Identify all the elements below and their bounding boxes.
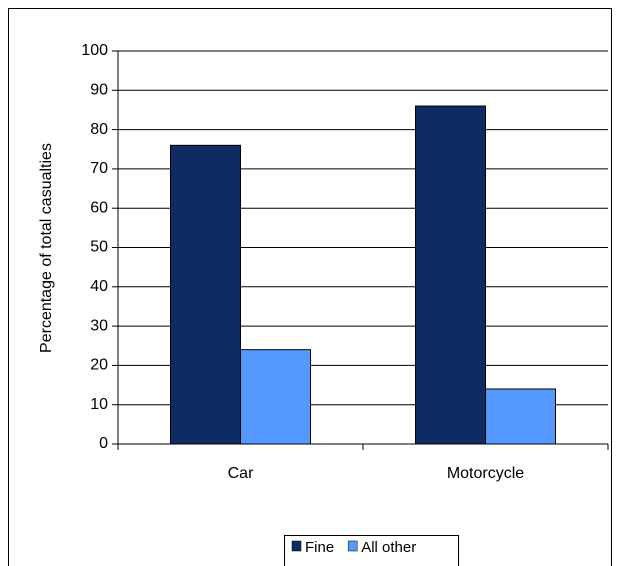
bar [240, 349, 311, 445]
legend-label: Fine [305, 539, 334, 556]
bar [170, 144, 241, 445]
y-axis-label: Percentage of total casualties [38, 143, 55, 353]
y-tick-label: 30 [90, 317, 108, 334]
legend-swatch [347, 540, 358, 552]
y-tick-label: 90 [90, 82, 108, 99]
y-tick-label: 20 [90, 357, 108, 374]
legend-box [284, 535, 459, 566]
y-tick-label: 70 [90, 160, 108, 177]
x-tick-label: Motorcycle [447, 465, 524, 482]
y-tick-label: 50 [90, 239, 108, 256]
y-tick-label: 60 [90, 199, 108, 216]
x-tick-label: Car [228, 465, 254, 482]
bar [485, 388, 556, 445]
y-tick-label: 0 [99, 435, 108, 452]
bar [415, 105, 486, 445]
y-tick-label: 10 [90, 396, 108, 413]
y-tick-label: 100 [81, 42, 108, 59]
y-tick-label: 40 [90, 278, 108, 295]
y-tick-label: 80 [90, 121, 108, 138]
legend-swatch [291, 540, 302, 552]
legend-label: All other [361, 539, 416, 556]
